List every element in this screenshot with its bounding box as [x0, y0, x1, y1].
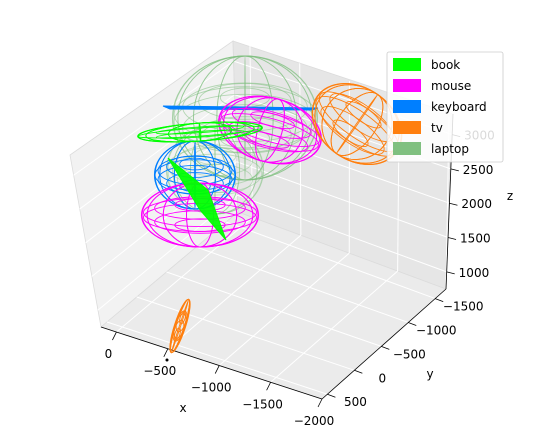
- tv-object: [169, 298, 191, 354]
- legend-swatch-book: [393, 58, 421, 71]
- z-tick-label: 2000: [461, 197, 492, 211]
- z-gridline-back: [79, 94, 235, 210]
- z-gridline-back: [91, 161, 237, 277]
- y-axis-line: [321, 288, 447, 400]
- x-tick-mark: [266, 382, 271, 391]
- legend-swatch-laptop: [393, 142, 421, 155]
- x-gridline: [270, 270, 398, 383]
- y-gridline: [106, 321, 328, 395]
- z-tick-mark: [446, 271, 455, 275]
- z-tick-mark: [449, 202, 458, 206]
- y-tick-label: −1500: [443, 300, 484, 314]
- legend: book mouse keyboard tv laptop: [386, 51, 504, 163]
- x-gridline: [167, 234, 302, 350]
- y-tick-mark: [354, 369, 363, 374]
- z-tick-mark: [450, 168, 459, 172]
- z-tick-label: 1500: [460, 232, 491, 246]
- legend-swatch-keyboard: [393, 100, 421, 113]
- book-object: [167, 157, 227, 241]
- z-tick-label: 2500: [463, 163, 494, 177]
- origin-dot: [165, 358, 169, 362]
- y-tick-mark: [327, 393, 336, 398]
- x-axis-label: x: [179, 401, 186, 415]
- z-tick-label: 1000: [459, 266, 490, 280]
- z-gridline-right: [236, 161, 449, 239]
- x-gridline: [218, 252, 350, 366]
- z-axis-label: z: [507, 189, 513, 203]
- y-tick-label: −1000: [416, 323, 457, 337]
- y-tick-label: 500: [344, 395, 367, 409]
- y-gridline: [196, 246, 409, 323]
- gridlines: [73, 45, 453, 400]
- plot-objects: [137, 55, 403, 362]
- z-gridline-back: [73, 60, 234, 176]
- x-tick-mark: [112, 331, 117, 341]
- y-tick-label: 0: [379, 371, 387, 385]
- x-tick-mark: [163, 348, 169, 357]
- x-tick-label: −1000: [191, 381, 232, 395]
- legend-label-mouse: mouse: [431, 79, 471, 93]
- legend-label-laptop: laptop: [431, 142, 469, 156]
- legend-label-book: book: [431, 58, 460, 72]
- legend-label-tv: tv: [431, 121, 443, 135]
- legend-swatch-tv: [393, 121, 421, 134]
- laptop-object: [171, 55, 319, 181]
- x-gridline: [116, 216, 253, 333]
- z-gridline-right: [237, 194, 447, 273]
- y-tick-mark: [408, 322, 417, 326]
- book-object: [137, 121, 263, 143]
- y-gridline: [225, 221, 436, 300]
- legend-swatch-mouse: [393, 79, 421, 92]
- y-gridline: [136, 296, 355, 371]
- x-tick-label: −500: [143, 364, 176, 378]
- x-tick-mark: [214, 365, 220, 374]
- z-tick-mark: [447, 237, 457, 240]
- x-tick-label: −2000: [294, 414, 335, 428]
- legend-label-keyboard: keyboard: [431, 100, 487, 114]
- y-tick-label: −500: [393, 347, 426, 361]
- x-tick-label: −1500: [242, 397, 283, 411]
- y-tick-mark: [435, 298, 444, 302]
- y-tick-mark: [381, 346, 390, 350]
- x-tick-label: 0: [105, 347, 113, 361]
- y-axis-label: y: [426, 367, 433, 381]
- x-axis-line: [100, 326, 323, 400]
- x-gridline-wall: [299, 63, 302, 236]
- y-gridline: [166, 271, 382, 347]
- x-tick-mark: [317, 398, 323, 408]
